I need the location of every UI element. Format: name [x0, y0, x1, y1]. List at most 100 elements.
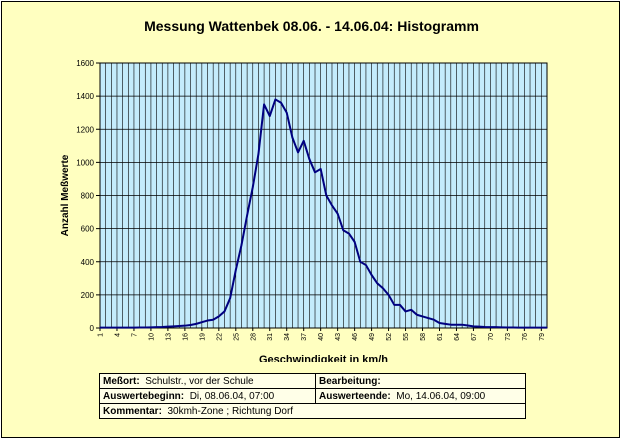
data-point	[478, 326, 480, 328]
data-point	[320, 168, 322, 170]
x-tick-label: 76	[522, 333, 529, 341]
info-table: Meßort: Schulstr., vor der Schule Bearbe…	[98, 373, 526, 419]
data-point	[308, 158, 310, 160]
data-point	[489, 326, 492, 328]
data-point	[325, 194, 327, 197]
x-tick-label: 43	[335, 333, 342, 341]
y-axis-label: Anzahl Meßwerte	[60, 154, 71, 236]
data-point	[297, 151, 299, 154]
x-tick-label: 1	[98, 333, 105, 337]
x-axis-label: Geschwindigkeit in km/h	[259, 354, 388, 362]
data-point	[342, 229, 344, 231]
data-point	[523, 327, 525, 329]
kommentar-cell: Kommentar: 30kmh-Zone ; Richtung Dorf	[99, 403, 526, 419]
data-point	[467, 324, 469, 327]
data-point	[535, 327, 537, 329]
data-point	[252, 186, 254, 188]
x-tick-label: 7	[131, 333, 138, 337]
data-point	[399, 304, 401, 306]
data-point	[161, 326, 163, 328]
x-tick-label: 61	[437, 333, 444, 341]
data-point	[404, 310, 407, 313]
data-point	[116, 327, 118, 329]
data-point	[427, 317, 429, 319]
x-tick-label: 19	[199, 333, 206, 341]
data-point	[178, 325, 180, 327]
data-point	[382, 287, 384, 289]
data-point	[172, 325, 175, 327]
data-point	[337, 213, 339, 215]
data-point	[218, 315, 220, 318]
series-line	[100, 98, 547, 329]
data-point	[280, 102, 282, 104]
data-point	[257, 153, 260, 155]
data-point	[421, 315, 424, 318]
auswertebeginn-label: Auswertebeginn:	[103, 390, 185, 402]
y-tick-label: 200	[81, 291, 95, 300]
data-point	[155, 326, 158, 328]
data-point	[195, 323, 197, 325]
auswerteende-label: Auswerteende:	[319, 390, 391, 402]
data-point	[212, 319, 214, 321]
chart-title: Messung Wattenbek 08.06. - 14.06.04: His…	[144, 18, 479, 34]
data-point	[206, 319, 209, 322]
data-point	[461, 324, 463, 326]
data-point	[263, 103, 265, 106]
kommentar-label: Kommentar:	[103, 405, 162, 417]
data-point	[512, 326, 514, 329]
x-tick-label: 79	[539, 333, 546, 341]
data-point	[518, 327, 520, 329]
x-tick-label: 58	[420, 333, 427, 341]
data-point	[506, 326, 508, 329]
messort-label: Meßort:	[103, 375, 140, 387]
x-tick-label: 16	[182, 333, 189, 341]
data-point	[223, 310, 226, 313]
messort-value: Schulstr., vor der Schule	[145, 375, 254, 387]
data-point	[484, 326, 486, 328]
kommentar-value: 30kmh-Zone ; Richtung Dorf	[167, 405, 294, 417]
data-point	[167, 326, 169, 328]
data-point	[546, 327, 548, 329]
messort-cell: Meßort: Schulstr., vor der Schule	[98, 373, 317, 389]
data-point	[229, 297, 231, 299]
x-tick-label: 37	[301, 333, 308, 341]
data-point	[331, 204, 333, 207]
data-point	[291, 136, 293, 139]
x-tick-label: 67	[471, 333, 478, 341]
data-point	[348, 232, 350, 235]
x-tick-label: 73	[505, 333, 512, 341]
data-point	[359, 261, 361, 263]
y-tick-label: 0	[90, 324, 95, 333]
x-tick-label: 64	[454, 333, 461, 341]
data-point	[370, 274, 373, 276]
data-point	[150, 326, 152, 328]
data-point	[438, 322, 441, 324]
x-tick-label: 49	[369, 333, 376, 341]
data-point	[127, 327, 129, 329]
x-tick-label: 10	[148, 333, 155, 341]
data-point	[495, 326, 497, 328]
data-point	[122, 327, 124, 329]
y-tick-label: 1000	[76, 158, 94, 167]
data-point	[246, 214, 248, 216]
data-point	[387, 294, 390, 296]
auswertebeginn-value: Di, 08.06.04, 07:00	[189, 390, 275, 402]
auswerteende-cell: Auswerteende: Mo, 14.06.04, 09:00	[315, 388, 526, 404]
data-point	[455, 324, 458, 326]
data-point	[189, 324, 192, 326]
x-tick-label: 13	[165, 333, 172, 341]
data-point	[303, 140, 305, 142]
data-point	[314, 171, 316, 173]
y-tick-label: 1200	[76, 125, 94, 134]
x-tick-label: 40	[318, 333, 325, 341]
data-point	[376, 282, 378, 284]
data-point	[472, 325, 475, 327]
histogram-chart: 0 200 400 600 800 1000 1200 1400 1600 1 4 7 10 13 16 19…	[60, 59, 548, 362]
data-point	[365, 264, 367, 266]
data-point	[444, 323, 446, 325]
y-tick-label: 600	[81, 225, 95, 234]
x-tick-label: 55	[403, 333, 410, 341]
auswertebeginn-cell: Auswertebeginn: Di, 08.06.04, 07:00	[98, 388, 317, 404]
y-tick-label: 800	[81, 192, 95, 201]
x-tick-label: 70	[488, 333, 495, 341]
